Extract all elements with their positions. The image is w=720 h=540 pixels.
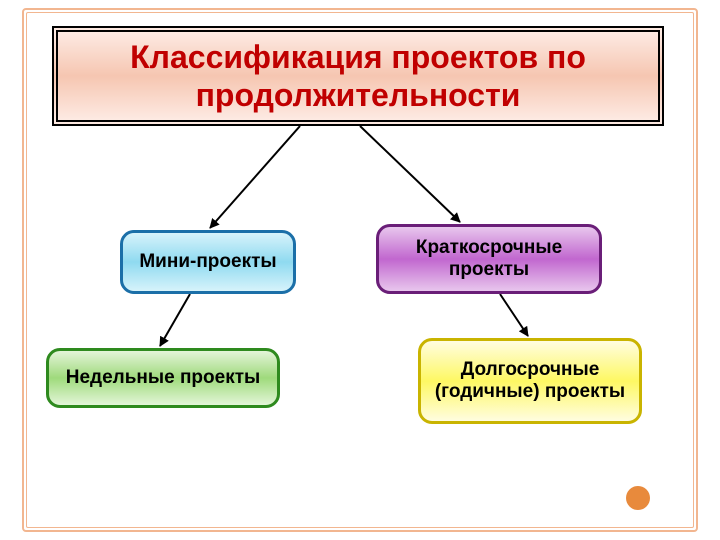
- node-label: Недельные проекты: [66, 367, 261, 389]
- diagram-title-text: Классификация проектов по продолжительно…: [78, 38, 638, 115]
- diagram-title-box: Классификация проектов по продолжительно…: [52, 26, 664, 126]
- node-mini-projects: Мини-проекты: [120, 230, 296, 294]
- node-short-term-projects: Краткосрочные проекты: [376, 224, 602, 294]
- node-label: Мини-проекты: [139, 251, 276, 273]
- node-long-term-projects: Долгосрочные (годичные) проекты: [418, 338, 642, 424]
- node-label: Долгосрочные (годичные) проекты: [431, 359, 629, 403]
- decor-dot-icon: [626, 486, 650, 510]
- node-label: Краткосрочные проекты: [389, 237, 589, 281]
- node-weekly-projects: Недельные проекты: [46, 348, 280, 408]
